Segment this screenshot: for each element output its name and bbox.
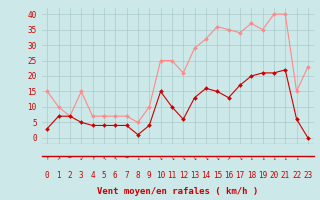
Text: ↙: ↙ [79,156,83,160]
Text: ↓: ↓ [136,156,140,160]
Text: 20: 20 [269,170,278,180]
Text: ↘: ↘ [215,156,219,160]
Text: 22: 22 [292,170,301,180]
Text: ↘: ↘ [159,156,163,160]
Text: ↘: ↘ [193,156,196,160]
Text: ↗: ↗ [57,156,60,160]
Text: 13: 13 [190,170,199,180]
Text: 2: 2 [68,170,72,180]
Text: 11: 11 [167,170,177,180]
Text: 3: 3 [79,170,84,180]
Text: 8: 8 [136,170,140,180]
Text: ↗: ↗ [227,156,230,160]
Text: 6: 6 [113,170,117,180]
Text: 1: 1 [56,170,61,180]
Text: ↘: ↘ [238,156,242,160]
Text: ↑: ↑ [45,156,49,160]
Text: ↓: ↓ [249,156,253,160]
Text: 17: 17 [235,170,244,180]
Text: ↓: ↓ [284,156,287,160]
Text: →: → [125,156,128,160]
Text: ↓: ↓ [148,156,151,160]
Text: Vent moyen/en rafales ( km/h ): Vent moyen/en rafales ( km/h ) [97,188,258,196]
Text: 19: 19 [258,170,267,180]
Text: 9: 9 [147,170,152,180]
Text: ↓: ↓ [261,156,264,160]
Text: 16: 16 [224,170,233,180]
Text: ↘: ↘ [204,156,208,160]
Text: 4: 4 [90,170,95,180]
Text: ←: ← [68,156,72,160]
Text: 21: 21 [281,170,290,180]
Text: 12: 12 [179,170,188,180]
Text: ↓: ↓ [272,156,276,160]
Text: ↖: ↖ [102,156,106,160]
Text: ↓: ↓ [295,156,299,160]
Text: 14: 14 [201,170,211,180]
Text: ↘: ↘ [170,156,174,160]
Text: ↑: ↑ [91,156,94,160]
Text: 0: 0 [45,170,50,180]
Text: ↘: ↘ [181,156,185,160]
Text: 7: 7 [124,170,129,180]
Text: 5: 5 [102,170,106,180]
Text: 10: 10 [156,170,165,180]
Text: 23: 23 [303,170,313,180]
Text: 18: 18 [247,170,256,180]
Text: 15: 15 [213,170,222,180]
Text: ↖: ↖ [113,156,117,160]
